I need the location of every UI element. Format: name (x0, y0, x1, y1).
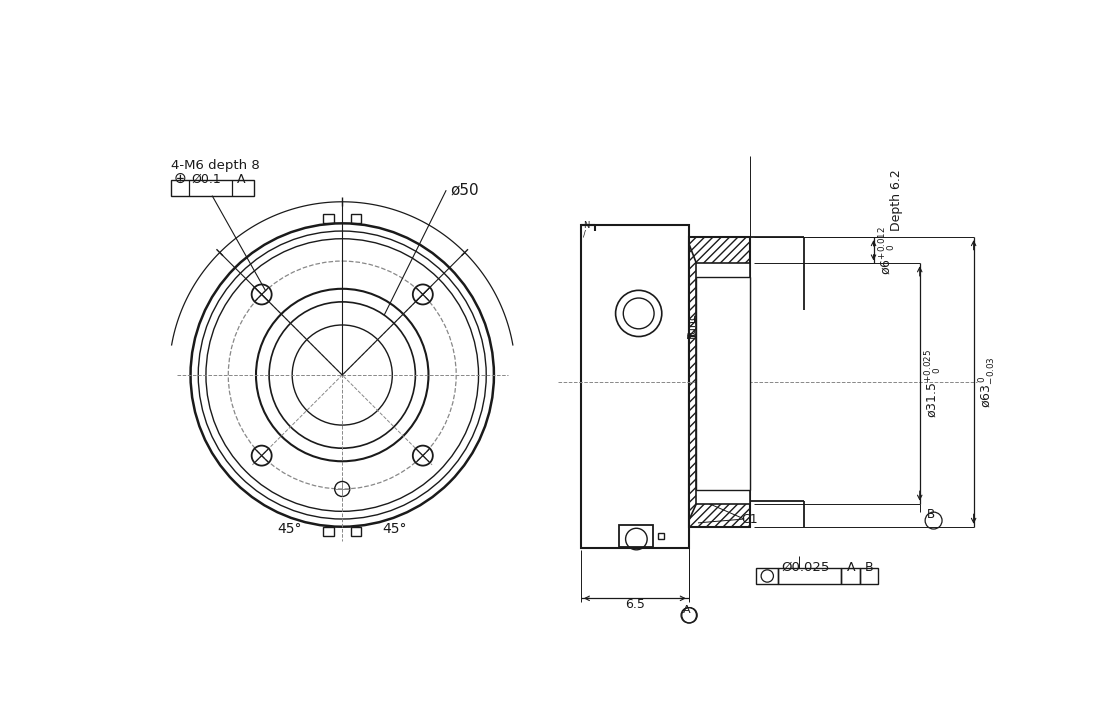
Text: ø31.5$^{+0.025}_{\quad 0}$: ø31.5$^{+0.025}_{\quad 0}$ (925, 349, 945, 418)
Bar (841, 567, 860, 585)
Bar (351, 527, 361, 536)
Text: Func: Func (687, 312, 697, 338)
Text: 45°: 45° (277, 522, 302, 536)
Text: 45°: 45° (382, 522, 407, 536)
Text: 6.5: 6.5 (625, 597, 645, 610)
Text: B: B (927, 508, 936, 521)
Text: ø6$^{+0.012}_{\quad 0}$: ø6$^{+0.012}_{\quad 0}$ (878, 226, 898, 275)
Text: 4-M6 depth 8: 4-M6 depth 8 (170, 159, 260, 172)
Bar (696, 278, 751, 490)
Text: 6.2: 6.2 (692, 313, 712, 326)
Bar (170, 180, 254, 196)
Bar (351, 214, 361, 224)
Text: ⊕: ⊕ (174, 170, 186, 186)
Text: Depth 6.2: Depth 6.2 (890, 169, 903, 231)
Bar (323, 214, 334, 224)
Bar (580, 225, 688, 549)
Text: B: B (866, 561, 873, 574)
Bar (688, 237, 751, 527)
Text: Ø0.025: Ø0.025 (781, 561, 830, 574)
Bar (860, 567, 878, 585)
Text: ø63$^{\,0}_{-0.03}$: ø63$^{\,0}_{-0.03}$ (978, 356, 998, 408)
Text: A: A (237, 173, 245, 186)
Text: A: A (847, 561, 856, 574)
Bar (696, 263, 751, 503)
Bar (778, 567, 841, 585)
Bar (658, 533, 664, 539)
Text: Ø0.1: Ø0.1 (192, 173, 221, 186)
Text: ø50: ø50 (450, 183, 479, 198)
Text: A: A (683, 605, 691, 615)
Bar (619, 525, 653, 546)
Bar (756, 567, 778, 585)
Text: C1: C1 (741, 513, 758, 526)
Text: N
/: N / (584, 221, 589, 239)
Bar (323, 527, 334, 536)
